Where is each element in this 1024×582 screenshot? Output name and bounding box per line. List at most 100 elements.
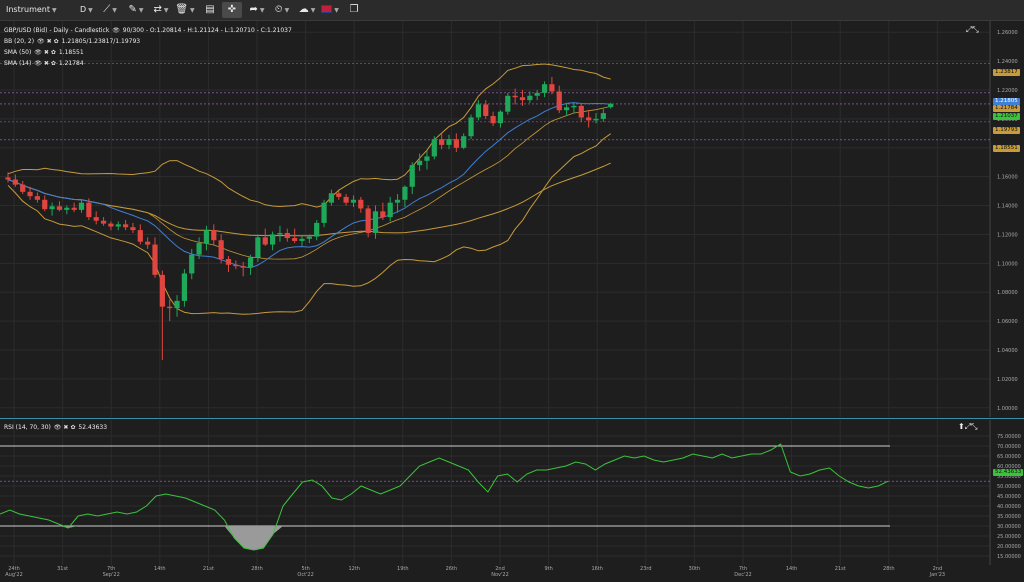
date-tick-label: 16th [591, 566, 603, 572]
trash-icon[interactable]: 🗑 ▼ [175, 4, 195, 15]
rsi-tick-label: 60.00000 [997, 464, 1021, 470]
period-selector[interactable]: D ▼ [80, 2, 93, 18]
eye-icon[interactable]: 👁 [37, 38, 45, 45]
candle-body [336, 193, 342, 197]
candle-body [505, 95, 511, 112]
candle-body [115, 224, 121, 227]
close-icon[interactable]: ✖ [46, 38, 52, 45]
candle-body [247, 257, 254, 268]
candle-body [270, 234, 276, 245]
candle-body [439, 139, 445, 145]
instrument-selector[interactable]: Instrument ▼ [6, 2, 57, 18]
bb-lower-tag: 1.19793 [993, 127, 1020, 134]
alarm-icon[interactable]: ⏲ ▼ [274, 4, 290, 15]
candle-body [321, 202, 327, 223]
share-icon[interactable]: ➦ ▼ [249, 4, 265, 15]
ohlc-values: - O:1.20814 - H:1.21124 - L:1.20710 - C:… [145, 27, 292, 34]
candle-body [608, 103, 614, 108]
candle-body [578, 105, 584, 118]
rsi-label: RSI (14, 70, 30) [4, 424, 51, 431]
candle-body [394, 199, 401, 203]
date-tick-label: 28th [251, 566, 263, 572]
bar-range: 90/300 [122, 27, 144, 34]
date-tick-label: 21st [203, 566, 214, 572]
eye-icon[interactable]: 👁 [34, 49, 42, 56]
candle-body [167, 306, 173, 309]
rsi-chart-svg[interactable]: 75.00000 70.00000 65.00000 60.00000 55.00000… [0, 420, 1024, 565]
indicators-icon[interactable]: ⇄ ▼ [153, 4, 169, 15]
gear-icon[interactable]: ✿ [50, 60, 56, 67]
rsi-tick-label: 65.00000 [997, 454, 1021, 460]
candle-body [181, 273, 187, 301]
price-tick-label: 1.14000 [997, 204, 1018, 210]
date-tick-label: 5th [301, 566, 309, 572]
candle-body [159, 274, 165, 307]
legend-sma14: SMA (14) 👁 ✖ ✿ 1.21784 [4, 60, 84, 67]
candle-body [218, 240, 224, 259]
candle-body [108, 223, 114, 227]
bb-label: BB (20, 2) [4, 38, 35, 45]
drawing-tools-icon[interactable]: ⟋ ▼ [103, 4, 117, 15]
candle-body [5, 177, 11, 180]
rsi-tick-label: 50.00000 [997, 484, 1021, 490]
candle-body [78, 202, 85, 210]
candle-body [64, 207, 70, 210]
layout-icon[interactable]: ▤ [205, 4, 215, 15]
date-tick-label: 2nd [933, 566, 943, 572]
close-icon[interactable]: ✖ [63, 424, 69, 431]
candle-body [20, 184, 26, 192]
expand-icon[interactable]: ⤢⤡ [966, 25, 979, 34]
gear-icon[interactable]: ✿ [70, 424, 76, 431]
date-tick-label: 14th [154, 566, 166, 572]
candle-body [497, 111, 504, 124]
candle-body [409, 165, 415, 187]
rsi-tick-label: 15.00000 [997, 554, 1021, 560]
candle-body [211, 230, 217, 241]
weather-icon[interactable]: ☁ ▼ [298, 4, 316, 15]
pencil-icon[interactable]: ✎ ▼ [128, 4, 144, 15]
price-tick-label: 1.12000 [997, 232, 1018, 238]
price-tick-label: 1.08000 [997, 290, 1018, 296]
rsi-tick-label: 75.00000 [997, 434, 1021, 440]
rsi-tag: 52.43633 [993, 469, 1024, 476]
candle-body [12, 179, 18, 185]
eye-icon[interactable]: 👁 [34, 60, 42, 67]
gear-icon[interactable]: ✿ [50, 49, 56, 56]
price-chart-svg[interactable]: 1.260001.240001.220001.200001.180001.160… [0, 21, 1024, 417]
candle-body [71, 207, 77, 210]
rsi-panel[interactable]: 75.00000 70.00000 65.00000 60.00000 55.00000… [0, 420, 1024, 565]
windows-icon[interactable]: ❐ [349, 4, 359, 15]
gear-icon[interactable]: ✿ [53, 38, 59, 45]
candle-body [483, 104, 489, 116]
crosshair-icon[interactable]: ✜ [222, 2, 242, 18]
main-chart[interactable]: 1.260001.240001.220001.200001.180001.160… [0, 21, 1024, 417]
close-icon[interactable]: ✖ [43, 60, 49, 67]
candle-body [402, 186, 408, 200]
date-tick-month: Nov'22 [491, 572, 509, 578]
rsi-line [0, 443, 889, 551]
date-tick-label: 9th [544, 566, 552, 572]
price-tick-label: 1.22000 [997, 88, 1018, 94]
candle-body [314, 222, 320, 237]
date-tick-label: 31st [57, 566, 68, 572]
sma14-line [7, 102, 611, 269]
candle-body [417, 160, 423, 166]
uk-flag-icon[interactable]: ▼ [320, 2, 340, 18]
rsi-tick-label: 25.00000 [997, 534, 1021, 540]
instrument-label: Instrument [6, 5, 51, 14]
candle-body [556, 91, 562, 111]
eye-icon[interactable]: 👁 [53, 424, 62, 431]
price-tick-label: 1.26000 [997, 30, 1018, 36]
candle-body [424, 156, 430, 161]
candle-body [512, 95, 518, 98]
sma50-label: SMA (50) [4, 49, 32, 56]
panel-divider[interactable] [0, 418, 1024, 419]
close-icon[interactable]: ✖ [43, 49, 49, 56]
legend-bb: BB (20, 2) 👁 ✖ ✿ 1.21805/1.23817/1.19793 [4, 38, 140, 45]
candle-body [387, 202, 393, 218]
rsi-tick-label: 30.00000 [997, 524, 1021, 530]
eye-icon[interactable]: 👁 [112, 27, 120, 34]
panel-controls-icon[interactable]: ⬆⤢⤡ [958, 422, 978, 431]
candle-body [203, 230, 210, 244]
rsi-value: 52.43633 [78, 424, 108, 431]
